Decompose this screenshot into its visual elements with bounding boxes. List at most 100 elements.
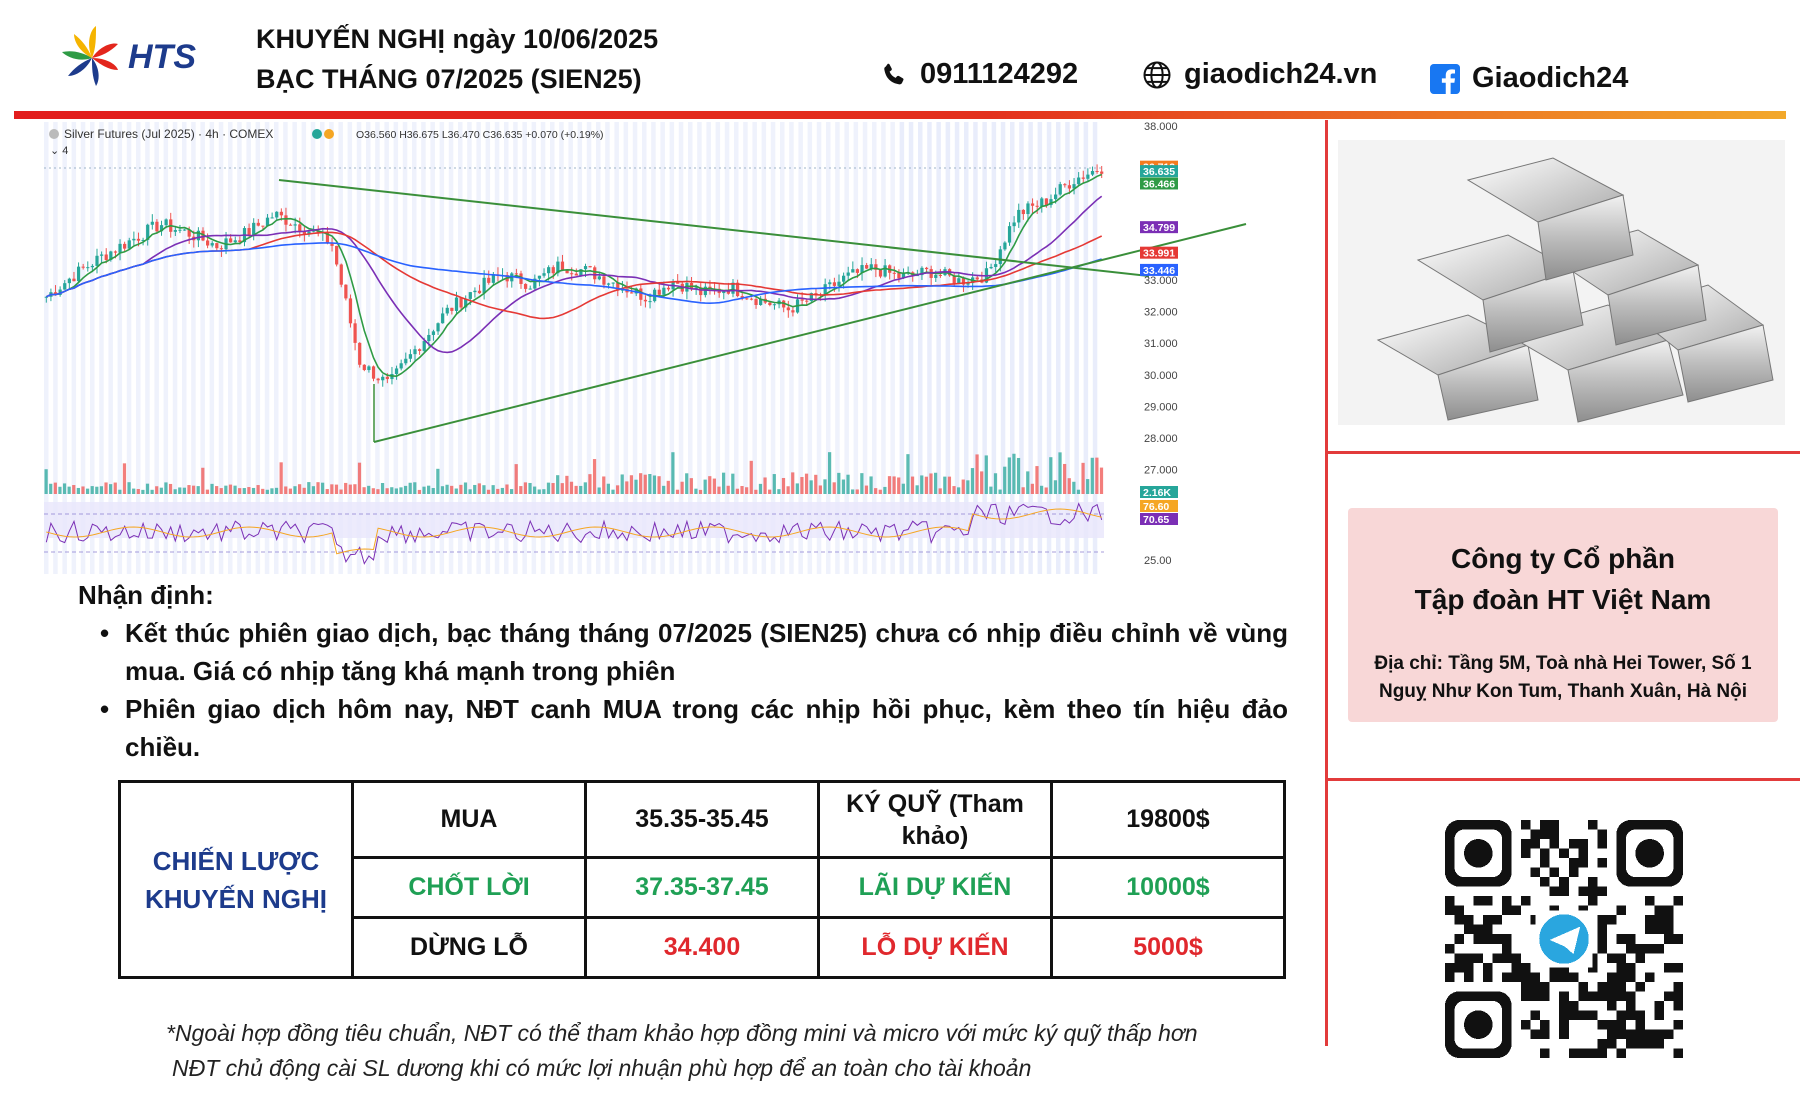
facebook-contact[interactable]: Giaodich24	[1430, 62, 1628, 95]
volume-bar	[187, 485, 191, 494]
volume-bar	[178, 487, 182, 494]
y-tick-label: 30.000	[1144, 370, 1178, 382]
volume-bar	[827, 452, 832, 494]
y-tick-label: 33.000	[1144, 275, 1178, 287]
y-tick-label: 25.00	[1144, 555, 1172, 567]
volume-bar	[634, 479, 638, 494]
candle	[1017, 203, 1021, 228]
volume-bar	[721, 472, 726, 494]
phone-contact[interactable]: 0911124292	[880, 58, 1078, 91]
volume-bar	[662, 485, 666, 494]
volume-bar	[528, 482, 532, 494]
footnote: *Ngoài hợp đồng tiêu chuẩn, NĐT có thể t…	[166, 1016, 1198, 1086]
volume-bar	[1039, 485, 1044, 494]
volume-bar	[514, 464, 518, 494]
candle	[436, 322, 440, 335]
volume-bar	[122, 463, 127, 494]
volume-bar	[860, 473, 864, 494]
candle	[510, 272, 514, 288]
volume-bar	[533, 486, 537, 494]
globe-icon	[1143, 61, 1171, 88]
volume-bar	[910, 476, 915, 494]
volume-bar	[565, 475, 569, 494]
candle	[288, 223, 293, 226]
candle	[841, 272, 846, 289]
volume-bar	[1026, 471, 1030, 494]
volume-bar	[606, 483, 610, 494]
candle	[957, 273, 961, 285]
volume-bar	[427, 485, 431, 494]
analysis-bullet-2: • Phiên giao dịch hôm nay, NĐT canh MUA t…	[100, 690, 1288, 766]
company-name-line-1: Công ty Cổ phần	[1451, 543, 1675, 574]
svg-text:70.65: 70.65	[1143, 514, 1169, 526]
volume-bar	[468, 489, 472, 494]
volume-bar	[675, 489, 680, 494]
candle	[376, 377, 380, 384]
volume-bar	[353, 484, 357, 494]
volume-bar	[804, 473, 809, 494]
volume-bar	[76, 487, 80, 494]
telegram-qr-code-icon[interactable]	[1444, 820, 1684, 1058]
volume-bar	[1095, 457, 1099, 494]
stop-loss-value: 34.400	[584, 916, 820, 979]
candle	[473, 287, 477, 298]
trendline-upper	[278, 179, 1150, 277]
volume-bar	[579, 485, 583, 494]
candle	[892, 266, 896, 280]
svg-text:34.799: 34.799	[1143, 222, 1175, 234]
volume-bar	[989, 486, 993, 494]
candle	[620, 281, 625, 294]
candle	[814, 288, 818, 300]
volume-bar	[897, 477, 901, 494]
candle	[878, 269, 883, 279]
website-contact[interactable]: giaodich24.vn	[1142, 58, 1377, 91]
candle	[477, 284, 482, 294]
margin-value: 19800$	[1050, 780, 1286, 859]
candle	[150, 214, 154, 230]
candle	[242, 226, 247, 247]
candle	[284, 207, 288, 232]
candle	[897, 269, 901, 283]
volume-bar	[150, 489, 154, 494]
volume-bar	[1076, 489, 1081, 494]
volume-bar	[85, 488, 90, 494]
volume-bar	[380, 483, 385, 494]
volume-bar	[980, 471, 984, 494]
candle	[1012, 216, 1016, 233]
candle	[639, 284, 643, 306]
candle	[247, 223, 251, 237]
volume-bar	[740, 486, 744, 494]
candle	[182, 228, 187, 231]
silver-bars-image	[1338, 140, 1785, 425]
candle	[44, 296, 48, 303]
volume-bar	[717, 486, 721, 494]
candle	[330, 237, 334, 252]
candle	[159, 220, 164, 236]
candle	[275, 211, 279, 220]
volume-bar	[491, 485, 495, 494]
volume-bar	[874, 488, 878, 494]
volume-bar	[726, 485, 730, 494]
volume-bar	[486, 489, 491, 494]
volume-bar	[219, 488, 223, 494]
candle	[1026, 201, 1030, 222]
candle	[643, 295, 648, 308]
svg-text:36.466: 36.466	[1143, 178, 1175, 190]
volume-bar	[53, 482, 57, 494]
chart-legend: Silver Futures (Jul 2025) · 4h · COMEX O…	[49, 127, 604, 157]
volume-bar	[1081, 462, 1085, 494]
volume-bar	[1053, 480, 1058, 494]
candle	[754, 296, 758, 309]
volume-bar	[44, 469, 48, 494]
volume-bar	[680, 481, 684, 494]
y-tick-label: 31.000	[1144, 338, 1178, 350]
candle	[772, 303, 777, 310]
y-tick-label: 28.000	[1144, 433, 1178, 445]
company-name-line-2: Tập đoàn HT Việt Nam	[1414, 584, 1712, 615]
volume-bar	[809, 480, 813, 494]
volume-bar	[302, 487, 306, 494]
volume-bar	[1030, 483, 1034, 494]
facebook-page: Giaodich24	[1472, 62, 1629, 94]
candle	[394, 365, 399, 380]
volume-bar	[330, 484, 334, 494]
